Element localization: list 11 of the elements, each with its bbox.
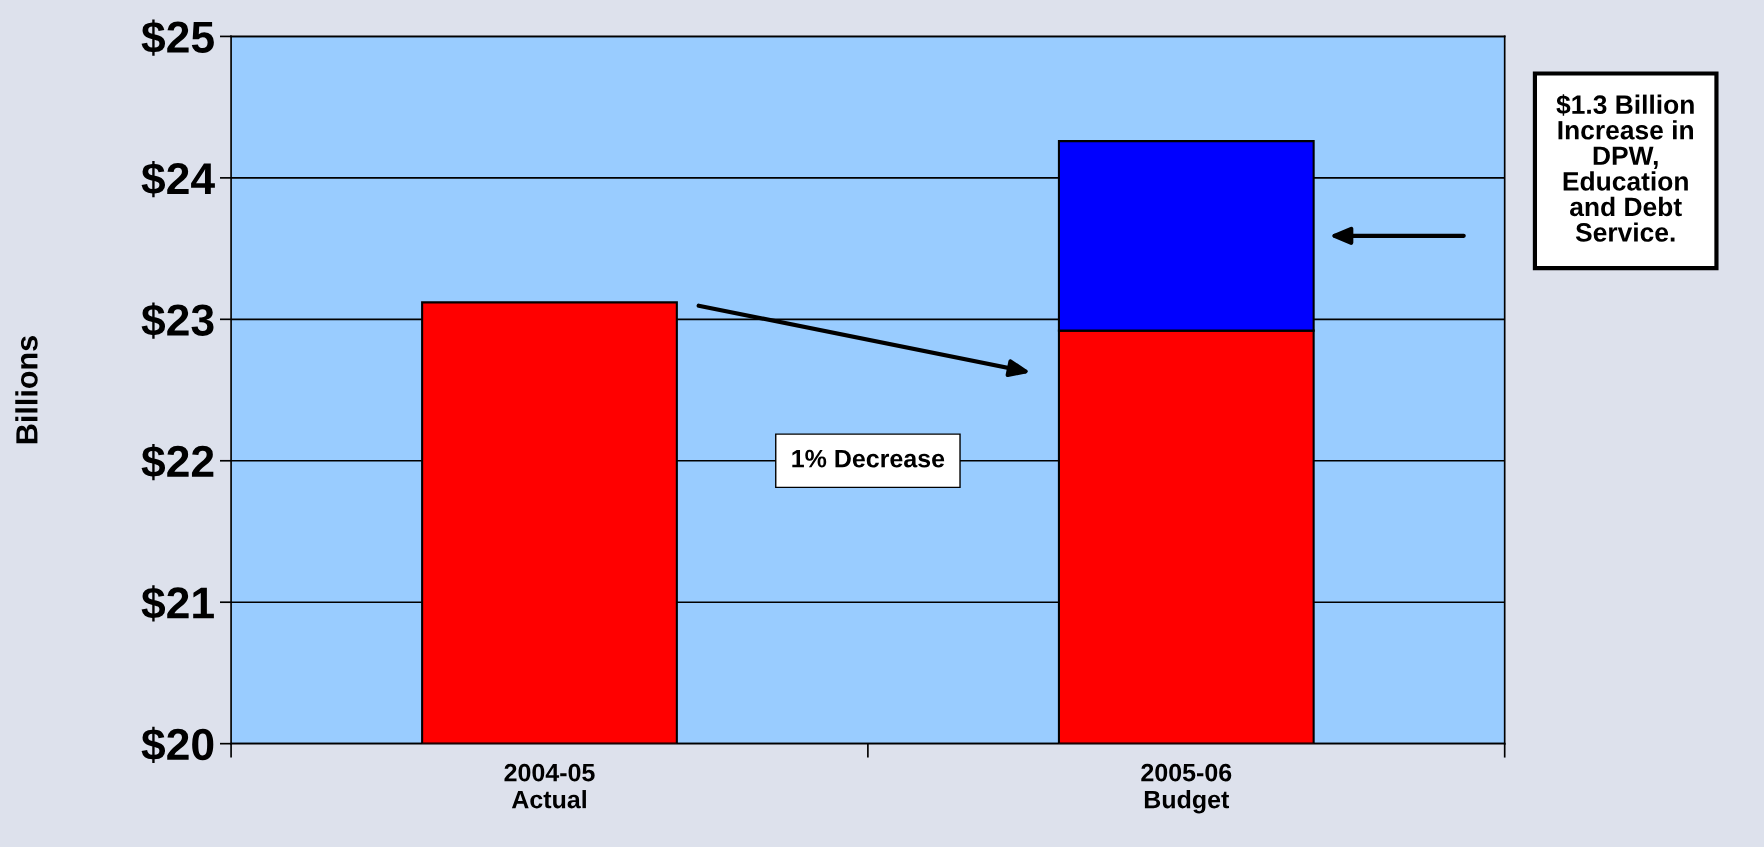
y-tick-label: $24 bbox=[141, 160, 215, 198]
x-tick-label: 2004-05 Actual bbox=[504, 763, 595, 809]
y-tick-label: $20 bbox=[141, 726, 214, 764]
y-axis-title: Billions bbox=[15, 336, 38, 444]
y-tick-label: $21 bbox=[141, 585, 214, 622]
y-tick-label: $22 bbox=[141, 443, 214, 481]
x-tick-label: 2005-06 Budget bbox=[1141, 763, 1232, 814]
annotation: 1% Decrease bbox=[792, 449, 945, 468]
text: $1.3 Billion Increase in DPW, Education and Debt Service. bbox=[1556, 94, 1694, 242]
y-tick-label: $25 bbox=[141, 19, 214, 56]
y-tick-label: $23 bbox=[141, 302, 214, 339]
